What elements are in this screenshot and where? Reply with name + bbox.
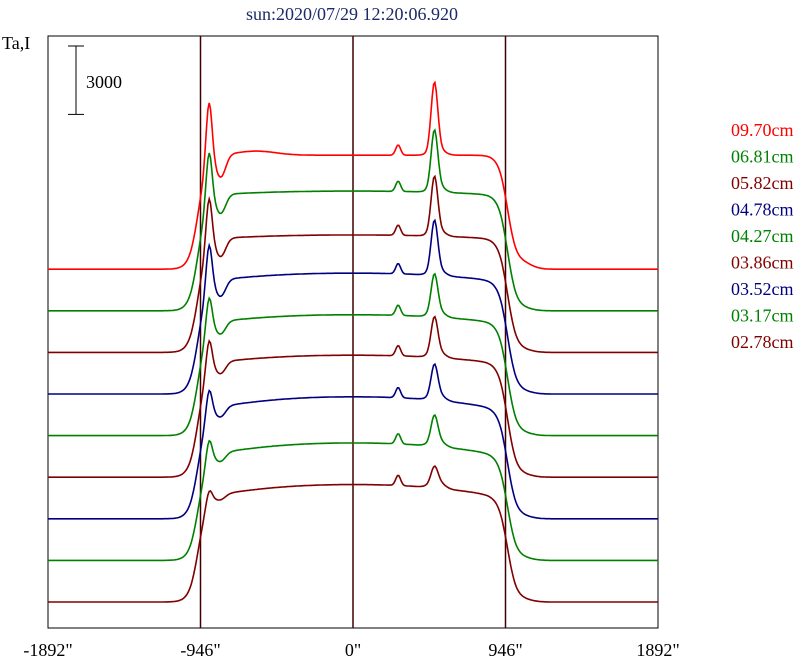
legend: 09.70cm 06.81cm 05.82cm 04.78cm 04.27cm 03.86… (731, 120, 794, 352)
x-tick-labels: -1892" -946" 0" 946" 1892" (23, 640, 679, 660)
series-curve-02.78cm (48, 465, 658, 603)
series-curve-04.78cm (48, 218, 658, 395)
chart-title: sun:2020/07/29 12:20:06.920 (246, 4, 458, 24)
scale-bar: 3000 (68, 45, 122, 115)
x-tick-label-0: -1892" (23, 640, 72, 660)
legend-entry-02.78cm: 02.78cm (731, 332, 794, 352)
limb-lines (199, 36, 507, 628)
y-axis-label: Ta,I (2, 33, 30, 53)
legend-entry-06.81cm: 06.81cm (731, 147, 794, 167)
series-curve-03.52cm (48, 362, 658, 520)
legend-entry-09.70cm: 09.70cm (731, 120, 794, 140)
series-curve-03.17cm (48, 413, 658, 562)
legend-entry-04.27cm: 04.27cm (731, 226, 794, 246)
scale-bar-label: 3000 (86, 72, 122, 92)
series-curve-03.86cm (48, 315, 658, 479)
legend-entry-05.82cm: 05.82cm (731, 173, 794, 193)
legend-entry-03.52cm: 03.52cm (731, 279, 794, 299)
series-curve-05.82cm (48, 174, 658, 354)
x-tick-label-4: 1892" (636, 640, 679, 660)
x-tick-label-3: 946" (488, 640, 522, 660)
legend-entry-04.78cm: 04.78cm (731, 200, 794, 220)
series-curve-06.81cm (48, 128, 658, 312)
series-curve-04.27cm (48, 272, 658, 437)
x-tick-label-2: 0" (345, 640, 361, 660)
legend-entry-03.17cm: 03.17cm (731, 306, 794, 326)
series-curve-09.70cm (48, 80, 658, 271)
x-tick-label-1: -946" (180, 640, 220, 660)
series-curves (48, 80, 658, 603)
legend-entry-03.86cm: 03.86cm (731, 253, 794, 273)
